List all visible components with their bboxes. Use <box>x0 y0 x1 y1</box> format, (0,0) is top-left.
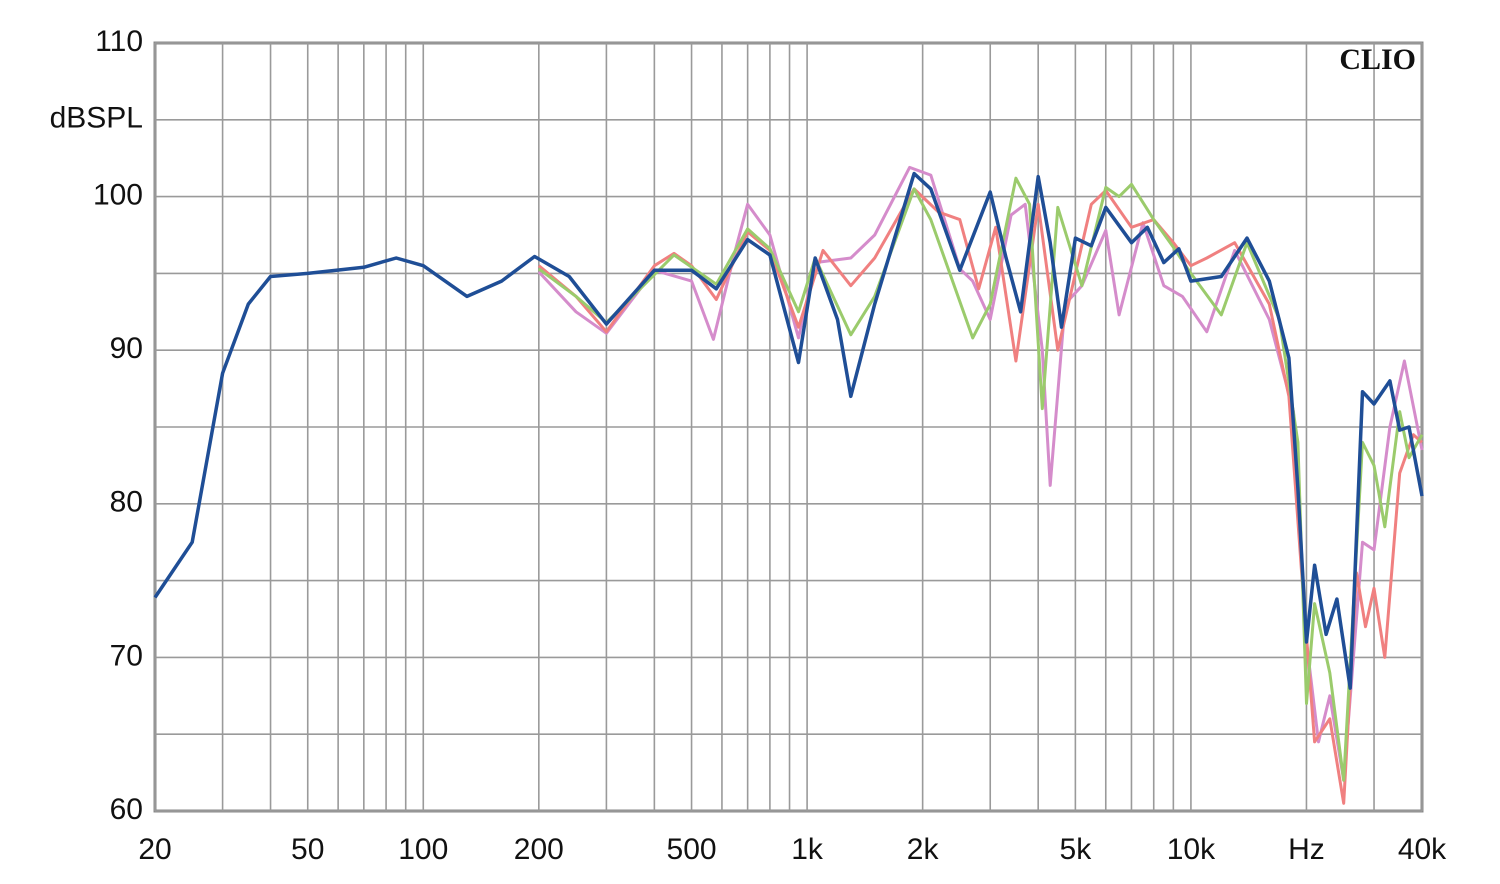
y-tick-label: 90 <box>110 332 143 365</box>
y-tick-label: 60 <box>110 793 143 826</box>
x-tick-label: 20 <box>138 833 171 866</box>
x-tick-label: 500 <box>667 833 717 866</box>
x-tick-label: 1k <box>791 833 824 866</box>
series-line <box>153 171 1424 690</box>
x-tick-label: 100 <box>398 833 448 866</box>
x-tick-label: 200 <box>514 833 564 866</box>
x-tick-label: 40k <box>1398 833 1447 866</box>
x-tick-label: 50 <box>291 833 324 866</box>
y-tick-label: 80 <box>110 486 143 519</box>
y-tick-label: 70 <box>110 639 143 672</box>
x-tick-label: 2k <box>907 833 940 866</box>
x-tick-label: 5k <box>1060 833 1093 866</box>
y-tick-label: 110 <box>95 25 143 58</box>
y-tick-label: 100 <box>93 179 143 212</box>
watermark: CLIO <box>1339 43 1416 76</box>
y-tick-label: dBSPL <box>50 102 143 135</box>
x-tick-label: 10k <box>1167 833 1216 866</box>
x-tick-label: Hz <box>1288 833 1325 866</box>
